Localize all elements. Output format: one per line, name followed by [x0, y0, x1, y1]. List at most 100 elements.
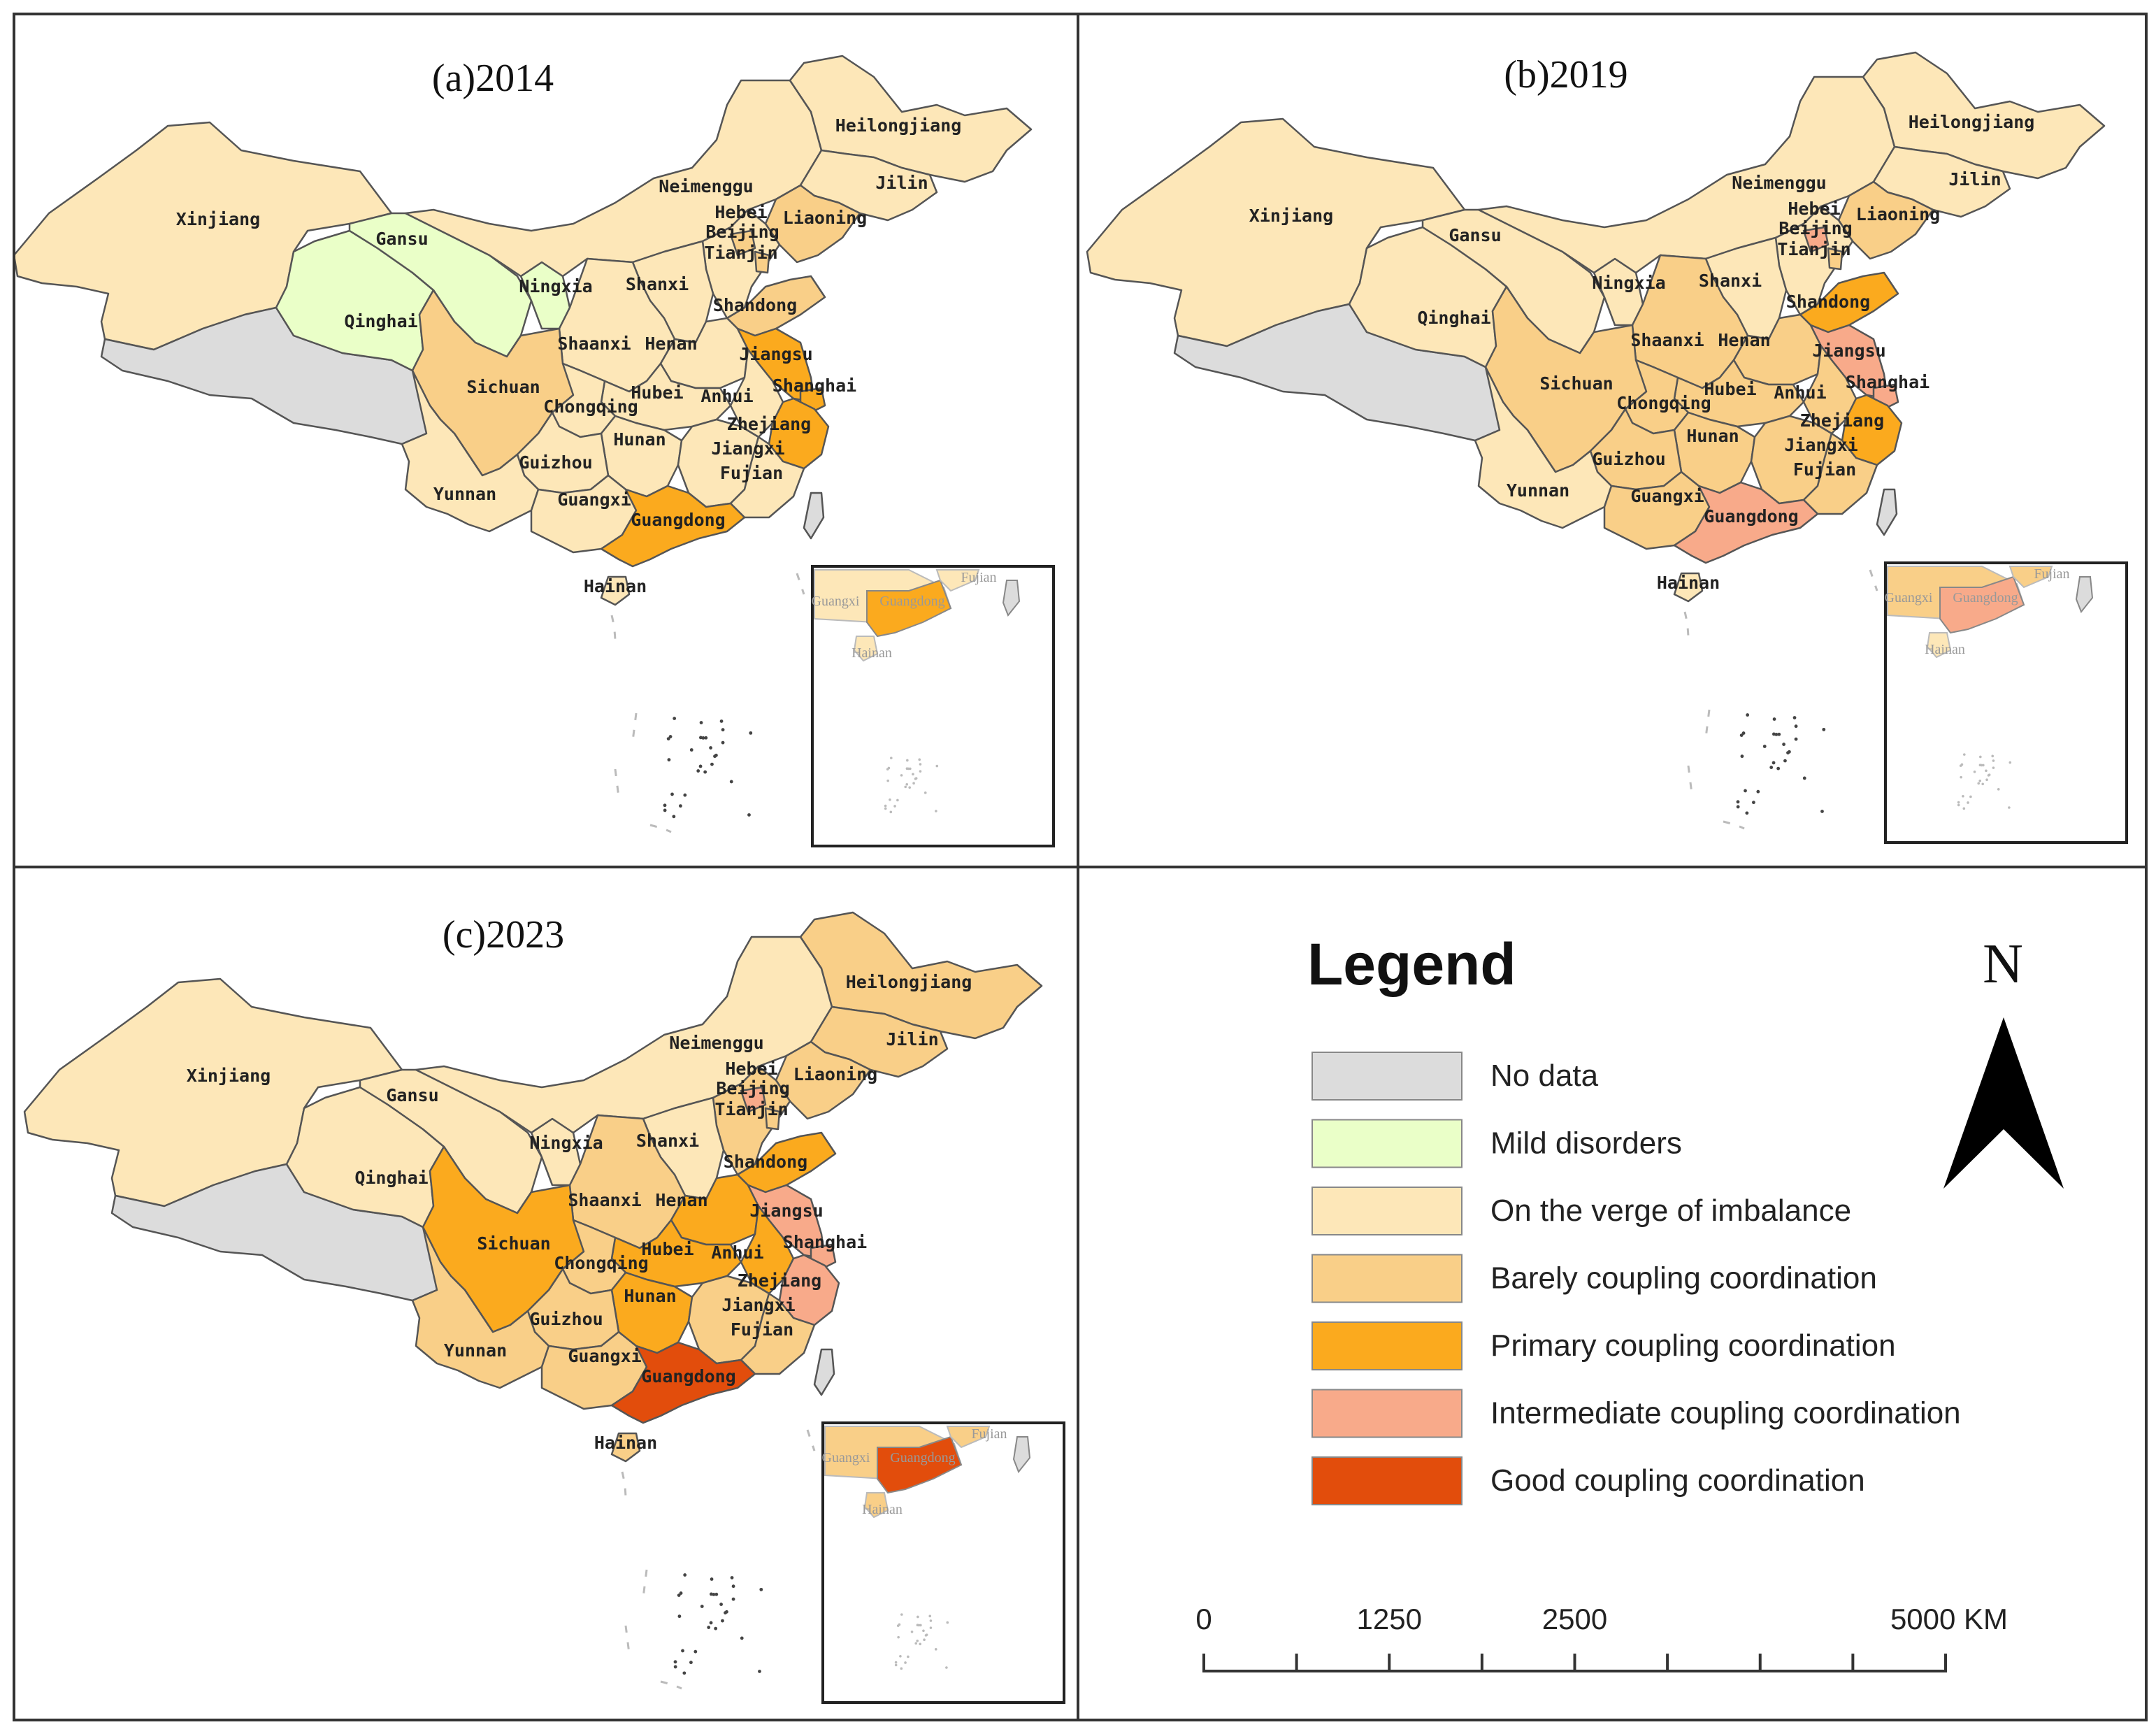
label-heilongjiang: Heilongjiang: [1909, 112, 2035, 132]
label-gansu: Gansu: [375, 229, 428, 249]
map-panel-1: (b)2019 Xinjiang Gansu Qinghai Ningxia Neimen…: [1086, 51, 2128, 844]
label-shandong: Shandong: [724, 1152, 807, 1172]
label-anhui: Anhui: [1774, 382, 1826, 403]
label-guizhou: Guizhou: [529, 1309, 603, 1329]
label-jilin: Jilin: [1948, 169, 2001, 189]
legend-swatch: [1311, 1119, 1463, 1168]
label-hubei: Hubei: [641, 1239, 693, 1259]
label-xinjiang: Xinjiang: [176, 209, 260, 229]
label-liaoning: Liaoning: [783, 208, 867, 228]
inset-islands: [894, 1613, 949, 1670]
inset-islands: [1957, 753, 2012, 810]
province-beijing: [1802, 226, 1830, 253]
inset-map: Fujian Guangxi Guangdong Hainan: [811, 565, 1055, 847]
province-taiwan: [1876, 488, 1898, 536]
map-panel-2: (c)2023 Xinjiang Gansu Qinghai Ningxia Neimen…: [23, 911, 1065, 1704]
label-tianjin: Tianjin: [704, 243, 777, 263]
label-guangdong: Guangdong: [1704, 506, 1798, 526]
label-shanghai: Shanghai: [783, 1232, 867, 1252]
label-shandong: Shandong: [713, 295, 797, 315]
label-heilongjiang: Heilongjiang: [835, 115, 962, 136]
label-hainan: Hainan: [1657, 573, 1720, 593]
legend-swatch: [1311, 1389, 1463, 1438]
label-hebei: Hebei: [725, 1059, 777, 1079]
legend-item: Barely coupling coordination: [1311, 1254, 1877, 1303]
label-shandong: Shandong: [1786, 292, 1870, 312]
legend-swatch: [1311, 1052, 1463, 1101]
inset-label-guangdong: Guangdong: [1953, 590, 2018, 606]
label-beijing: Beijing: [716, 1078, 789, 1098]
label-hunan: Hunan: [1686, 426, 1739, 446]
label-zhejiang: Zhejiang: [727, 414, 811, 434]
legend-panel: Legend No data Mild disorders On the verge…: [1307, 931, 1961, 1505]
label-fujian: Fujian: [1793, 459, 1856, 480]
label-neimenggu: Neimenggu: [659, 176, 753, 196]
label-gansu: Gansu: [386, 1085, 438, 1105]
label-shanxi: Shanxi: [1699, 271, 1762, 291]
province-hainan: [1673, 572, 1704, 603]
label-guangxi: Guangxi: [568, 1346, 641, 1366]
label-ningxia: Ningxia: [529, 1133, 603, 1153]
label-hainan: Hainan: [584, 576, 647, 596]
scale-label: 5000 KM: [1890, 1603, 2008, 1635]
label-anhui: Anhui: [700, 386, 753, 406]
inset-map: Fujian Guangxi Guangdong Hainan: [821, 1421, 1065, 1704]
label-neimenggu: Neimenggu: [1732, 173, 1826, 193]
label-guangdong: Guangdong: [641, 1366, 735, 1387]
province-labels: Xinjiang Gansu Qinghai Ningxia Neimenggu Heil…: [176, 115, 962, 596]
province-guangdong: [600, 485, 746, 568]
label-hebei: Hebei: [714, 202, 767, 222]
legend-label: Mild disorders: [1490, 1126, 1682, 1161]
label-jilin: Jilin: [875, 173, 928, 193]
label-yunnan: Yunnan: [444, 1340, 507, 1361]
label-qinghai: Qinghai: [344, 311, 417, 331]
inset-label-fujian: Fujian: [971, 1426, 1007, 1442]
label-hubei: Hubei: [631, 382, 683, 403]
label-jiangsu: Jiangsu: [749, 1201, 823, 1221]
legend-label: Primary coupling coordination: [1490, 1328, 1896, 1363]
province-fujian: [740, 1292, 816, 1375]
label-guizhou: Guizhou: [519, 452, 592, 473]
province-tianjin: [1827, 247, 1844, 271]
label-hunan: Hunan: [624, 1286, 676, 1306]
province-taiwan: [813, 1348, 835, 1396]
legend-swatch: [1311, 1187, 1463, 1235]
inset-label-guangxi: Guangxi: [822, 1450, 870, 1466]
inset-label-hainan: Hainan: [851, 645, 892, 661]
label-gansu: Gansu: [1449, 225, 1501, 245]
scale-label: 1250: [1357, 1603, 1422, 1635]
north-arrow-icon: [1943, 1017, 2064, 1189]
scale-label: 0: [1195, 1603, 1212, 1635]
province-xinjiang: [13, 121, 393, 351]
inset-label-fujian: Fujian: [961, 570, 996, 585]
inset-label-hainan: Hainan: [1925, 642, 1965, 657]
legend-item: Mild disorders: [1311, 1119, 1682, 1168]
legend-item: Primary coupling coordination: [1311, 1321, 1896, 1370]
map-panel-0: (a)2014 Xinjiang Gansu Qinghai Ningxia Neimen…: [13, 55, 1055, 847]
label-anhui: Anhui: [711, 1242, 763, 1263]
province-hainan: [610, 1432, 641, 1463]
legend-item: Good coupling coordination: [1311, 1456, 1865, 1505]
label-yunnan: Yunnan: [433, 484, 496, 504]
label-ningxia: Ningxia: [1592, 273, 1665, 293]
label-jilin: Jilin: [886, 1029, 938, 1049]
label-jiangxi: Jiangxi: [1784, 435, 1857, 455]
label-shanxi: Shanxi: [626, 274, 689, 294]
label-chongqing: Chongqing: [554, 1253, 648, 1273]
scale-label: 2500: [1542, 1603, 1607, 1635]
label-liaoning: Liaoning: [793, 1064, 877, 1084]
label-henan: Henan: [1718, 330, 1770, 350]
label-beijing: Beijing: [1778, 218, 1852, 238]
legend-label: Intermediate coupling coordination: [1490, 1396, 1961, 1431]
label-guizhou: Guizhou: [1592, 449, 1665, 469]
label-tianjin: Tianjin: [714, 1099, 788, 1119]
legend-swatch: [1311, 1456, 1463, 1505]
south-sea-islands: [621, 1429, 816, 1690]
label-chongqing: Chongqing: [1616, 393, 1711, 413]
south-sea-islands: [610, 573, 805, 833]
province-xinjiang: [23, 977, 403, 1208]
label-hainan: Hainan: [594, 1433, 657, 1453]
scale-bar: 0 1250 2500 5000 KM: [1195, 1603, 2008, 1672]
label-guangxi: Guangxi: [1630, 486, 1704, 506]
panel-title: (b)2019: [1504, 53, 1627, 96]
